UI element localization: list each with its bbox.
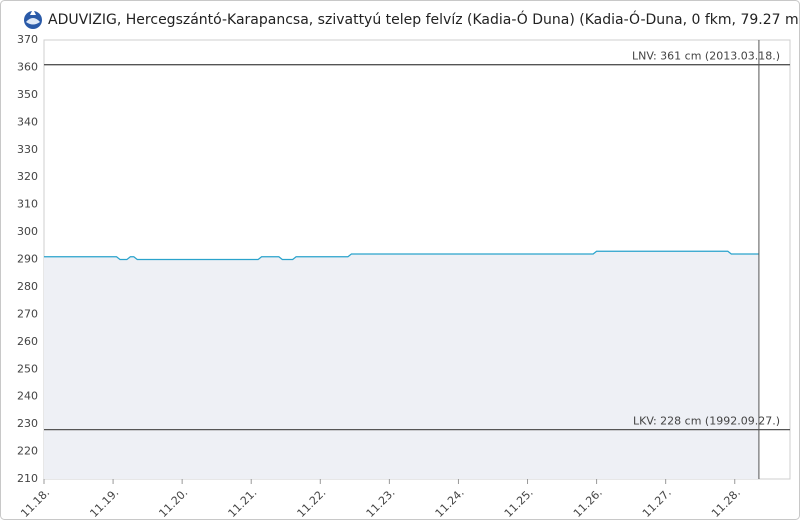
y-tick-label: 230 xyxy=(17,417,38,430)
y-tick-label: 280 xyxy=(17,280,38,293)
reference-label: LKV: 228 cm (1992.09.27.) xyxy=(633,415,780,428)
y-tick-label: 320 xyxy=(17,170,38,183)
y-tick-label: 330 xyxy=(17,143,38,156)
y-tick-label: 260 xyxy=(17,335,38,348)
y-tick-label: 340 xyxy=(17,115,38,128)
y-tick-label: 250 xyxy=(17,362,38,375)
y-tick-label: 370 xyxy=(17,33,38,46)
y-tick-label: 310 xyxy=(17,198,38,211)
y-tick-label: 300 xyxy=(17,225,38,238)
y-tick-label: 360 xyxy=(17,60,38,73)
logo-icon xyxy=(24,9,42,29)
y-tick-label: 240 xyxy=(17,390,38,403)
y-tick-label: 270 xyxy=(17,307,38,320)
y-tick-label: 350 xyxy=(17,88,38,101)
line xyxy=(44,250,759,261)
y-tick-label: 220 xyxy=(17,445,38,458)
area xyxy=(44,251,759,479)
y-tick-label: 290 xyxy=(17,253,38,266)
y-tick-label: 210 xyxy=(17,472,38,485)
chart-title: ADUVIZIG, Hercegszántó-Karapancsa, sziva… xyxy=(48,10,800,28)
reference-label: LNV: 361 cm (2013.03.18.) xyxy=(632,50,780,63)
